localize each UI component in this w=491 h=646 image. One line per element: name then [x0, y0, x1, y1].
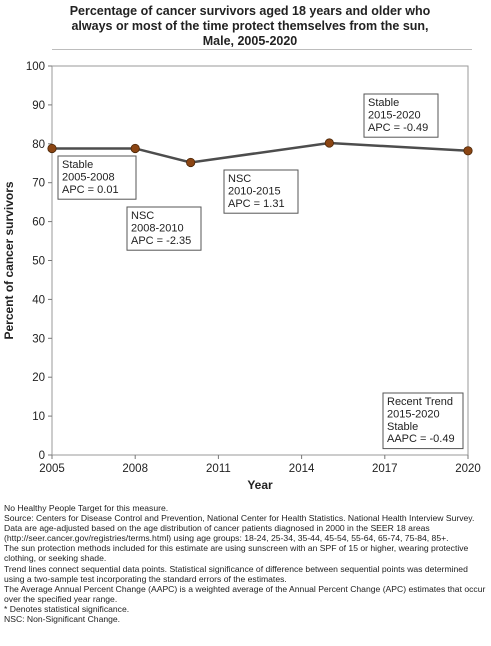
- y-tick-label: 30: [32, 333, 45, 345]
- x-tick-label: 2008: [122, 463, 148, 475]
- annotation-frame: [363, 93, 439, 138]
- x-tick-label: 2017: [372, 463, 398, 475]
- data-point: [130, 143, 140, 154]
- annotation-text: 2005-2008: [62, 171, 115, 183]
- annotation-text: APC = 0.01: [62, 184, 119, 196]
- chart-title-line-3: Male, 2005-2020: [202, 34, 298, 48]
- data-point: [47, 143, 57, 154]
- annotation-text: APC = -0.49: [368, 122, 428, 134]
- annotation-text: 2015-2020: [387, 408, 440, 420]
- x-tick-label: 2005: [39, 463, 65, 475]
- x-tick-label: 2020: [455, 463, 481, 475]
- footnote: The Average Annual Percent Change (AAPC)…: [4, 583, 486, 604]
- annotation-text: 2010-2015: [228, 185, 281, 197]
- footnote: Source: Centers for Disease Control and …: [4, 513, 475, 524]
- annotation-text: APC = -2.35: [131, 235, 191, 247]
- x-tick-label: 2011: [206, 463, 231, 475]
- annotation-frame: [126, 206, 202, 251]
- line-chart: 0 10 20 30 40 50 60 70 80 90 100 2005 2008 2011 2014 20…: [2, 61, 481, 492]
- annotation-text: AAPC = -0.49: [387, 433, 455, 445]
- annotation-text: 2008-2010: [131, 222, 184, 234]
- annotation-frame: [223, 169, 299, 214]
- y-tick-label: 10: [32, 411, 45, 423]
- footnote: Data are age-adjusted based on the age d…: [4, 523, 449, 544]
- footnote: The sun protection methods included for …: [4, 543, 469, 564]
- y-tick-label: 40: [32, 294, 45, 306]
- annotation-frame: [382, 392, 464, 450]
- annotation-text: NSC: [228, 173, 251, 185]
- footnote: NSC: Non-Significant Change.: [4, 614, 121, 625]
- y-tick-label: 70: [32, 178, 45, 190]
- y-tick-label: 90: [32, 100, 45, 112]
- data-point: [324, 138, 334, 148]
- annotation-frame: [57, 155, 137, 200]
- title-divider: [52, 49, 472, 50]
- data-point: [186, 157, 196, 168]
- data-point: [463, 146, 473, 156]
- y-axis-label: Percent of cancer survivors: [2, 181, 16, 339]
- x-tick-label: 2014: [289, 463, 315, 475]
- y-tick-label: 80: [32, 139, 45, 151]
- annotation-text: Stable: [368, 97, 399, 109]
- footnote: No Healthy People Target for this measur…: [4, 503, 169, 513]
- y-tick-label: 100: [26, 61, 45, 73]
- y-tick-label: 50: [32, 256, 45, 268]
- y-tick-label: 20: [32, 372, 45, 384]
- footnote: Trend lines connect sequential data poin…: [4, 563, 468, 584]
- annotation-text: NSC: [131, 210, 154, 222]
- annotation-text: Stable: [62, 159, 93, 171]
- y-tick-label: 0: [39, 450, 45, 462]
- annotation-text: APC = 1.31: [228, 198, 285, 210]
- annotation-text: 2015-2020: [368, 109, 421, 121]
- y-tick-label: 60: [32, 217, 45, 229]
- x-axis-label: Year: [247, 478, 273, 492]
- annotation-text: Stable: [387, 421, 418, 433]
- footnotes: No Healthy People Target for this measur…: [4, 503, 488, 624]
- chart-title-line-1: Percentage of cancer survivors aged 18 y…: [69, 4, 431, 18]
- chart-title: Percentage of cancer survivors aged 18 y…: [40, 4, 460, 49]
- annotation-text: Recent Trend: [387, 396, 453, 408]
- chart-title-line-2: always or most of the time protect thems…: [71, 19, 429, 33]
- footnote: * Denotes statistical significance.: [4, 603, 130, 614]
